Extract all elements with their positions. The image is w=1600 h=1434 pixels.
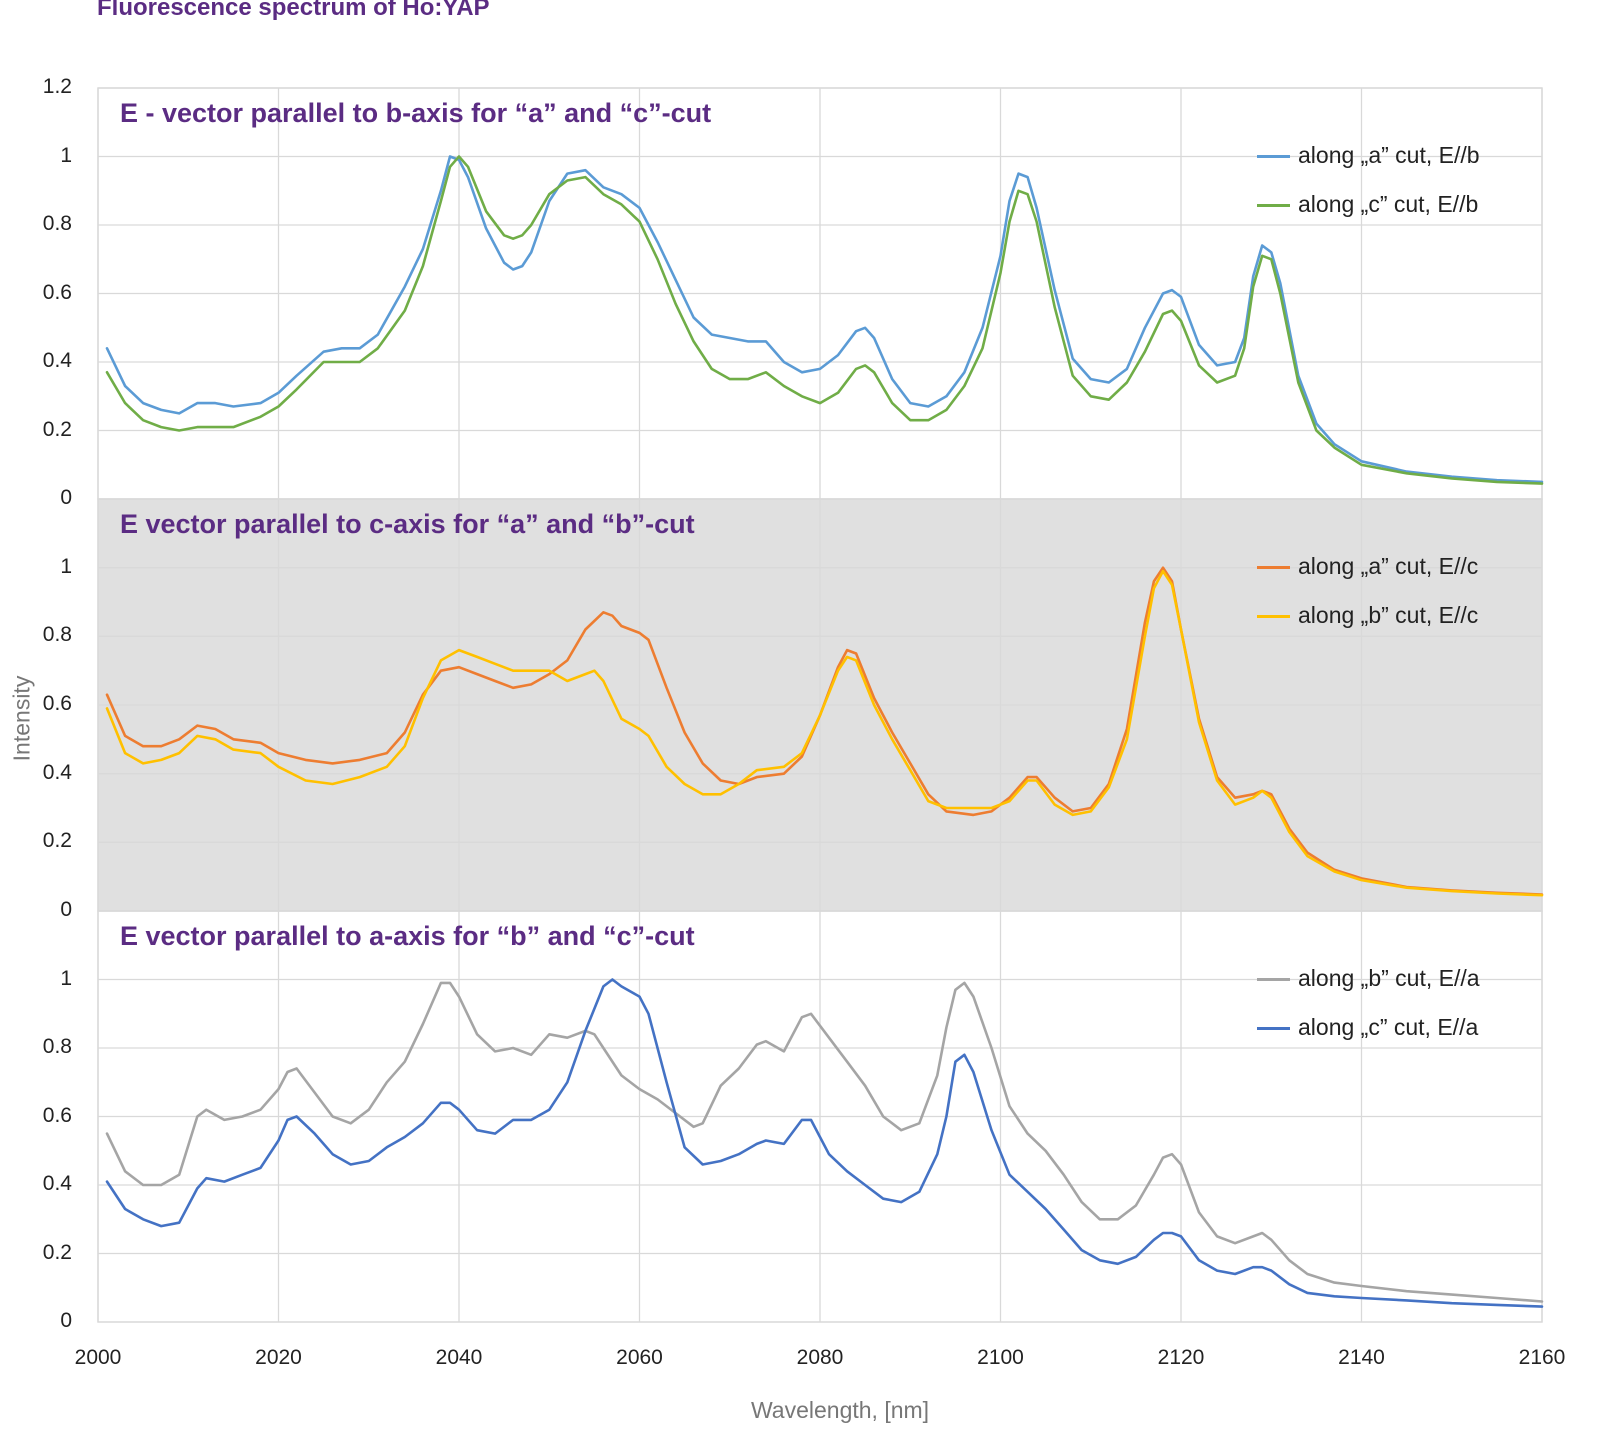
x-tick-label: 2120 <box>1157 1346 1205 1369</box>
x-tick-label: 2100 <box>977 1346 1024 1369</box>
x-tick-label: 2080 <box>796 1346 844 1369</box>
y-tick-label: 0 <box>60 898 72 921</box>
legend-swatch <box>1257 1027 1290 1030</box>
y-tick-label: 0.4 <box>42 1172 72 1195</box>
series-line <box>105 155 1544 484</box>
x-axis-label: Wavelength, [nm] <box>750 1397 930 1423</box>
y-tick-label: 0.4 <box>42 760 72 784</box>
x-tick-label: 2060 <box>616 1346 663 1369</box>
x-tick-label: 2160 <box>1518 1346 1566 1369</box>
chart-main-title: Fluorescence spectrum of Ho:YAP <box>97 0 490 21</box>
series-line <box>105 569 1544 897</box>
legend-swatch <box>1257 978 1290 981</box>
legend-label: along „b” cut, E//c <box>1298 602 1479 628</box>
legend-label: along „c” cut, E//a <box>1298 1014 1479 1040</box>
legend-swatch <box>1257 566 1290 569</box>
legend-label: along „c” cut, E//b <box>1298 191 1479 217</box>
plot-area-border <box>97 910 1543 1323</box>
legend-label: along „a” cut, E//c <box>1298 553 1479 579</box>
legend-swatch <box>1257 615 1290 618</box>
series-line <box>105 155 1544 485</box>
panel-title: E vector parallel to c-axis for “a” and … <box>120 509 695 539</box>
panel-title: E - vector parallel to b-axis for “a” an… <box>120 98 712 128</box>
series-line <box>105 978 1544 1308</box>
x-tick-label: 2140 <box>1338 1346 1385 1369</box>
y-tick-label: 1.2 <box>42 75 72 98</box>
y-tick-label: 0.2 <box>42 829 72 853</box>
y-tick-label: 0.8 <box>42 212 72 235</box>
legend-label: along „b” cut, E//a <box>1298 965 1480 991</box>
y-tick-label: 1 <box>60 143 72 167</box>
x-tick-label: 2000 <box>74 1346 122 1369</box>
y-tick-label: 0 <box>60 1309 72 1332</box>
legend-label: along „a” cut, E//b <box>1298 142 1480 168</box>
y-tick-label: 0.6 <box>42 1103 72 1127</box>
y-tick-label: 0.6 <box>42 692 72 715</box>
y-tick-label: 0.2 <box>42 1240 72 1264</box>
legend-swatch <box>1257 155 1290 158</box>
panel-title: E vector parallel to a-axis for “b” and … <box>120 921 695 951</box>
y-tick-label: 0.8 <box>42 623 72 647</box>
y-tick-label: 0 <box>60 486 72 509</box>
y-tick-label: 0.4 <box>42 349 72 372</box>
y-tick-label: 1 <box>60 554 72 578</box>
y-tick-label: 0.8 <box>42 1035 72 1058</box>
y-tick-label: 1 <box>60 966 72 990</box>
series-line <box>105 981 1544 1303</box>
legend-swatch <box>1257 204 1290 207</box>
x-tick-label: 2040 <box>435 1346 483 1369</box>
x-tick-label: 2020 <box>255 1346 302 1369</box>
y-tick-label: 0.2 <box>42 417 72 441</box>
y-tick-label: 0.6 <box>42 280 72 304</box>
y-axis-label: Intensity <box>8 675 35 762</box>
